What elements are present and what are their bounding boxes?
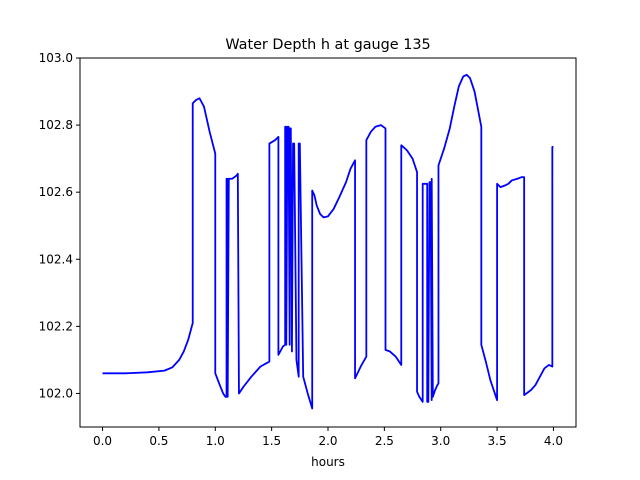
y-tick-label: 102.4 [39,252,73,266]
plot-frame [79,57,577,428]
x-tick-label: 2.0 [318,434,337,448]
x-tick-label: 4.0 [544,434,563,448]
x-tick-label: 1.0 [206,434,225,448]
x-tick-label: 2.5 [375,434,394,448]
chart-title: Water Depth h at gauge 135 [225,37,430,53]
y-tick-label: 102.0 [39,386,73,400]
ticks-layer: 0.0 0.5 1.0 1.5 2.0 2.5 3.0 3.5 4.0 102.0 102.2 102… [39,51,563,448]
x-tick-label: 3.0 [431,434,450,448]
x-tick-label: 3.5 [488,434,507,448]
x-axis-label: hours [311,455,345,469]
x-tick-label: 0.5 [149,434,168,448]
y-tick-label: 102.6 [39,185,73,199]
y-tick-label: 103.0 [39,51,73,65]
x-tick-label: 1.5 [262,434,281,448]
y-tick-label: 102.8 [39,118,73,132]
series-line-1 [102,73,554,410]
series-layer [102,73,554,410]
x-tick-label: 0.0 [93,434,112,448]
y-tick-label: 102.2 [39,319,73,333]
